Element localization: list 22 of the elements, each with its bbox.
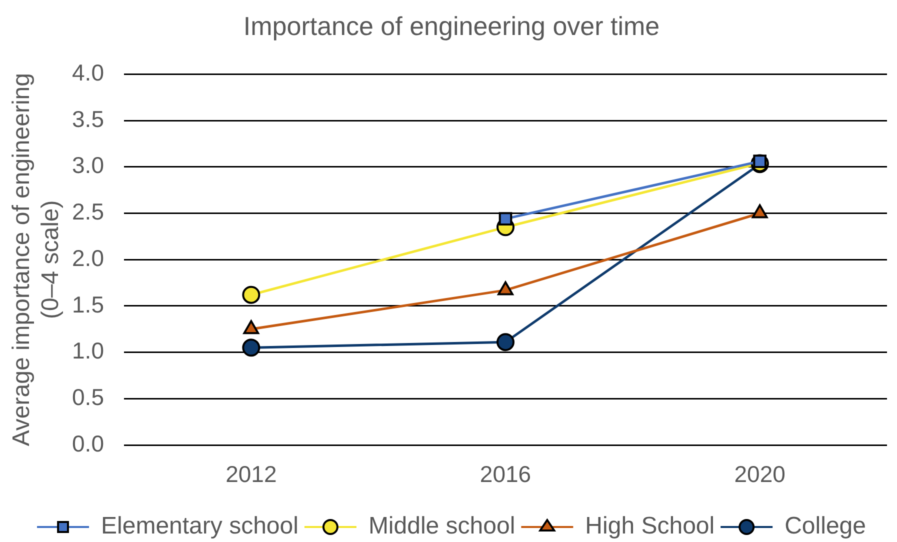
x-tick-label: 2020	[734, 461, 786, 488]
y-tick-label: 4.0	[72, 60, 104, 86]
legend-label: Middle school	[368, 512, 516, 540]
legend-label: High School	[585, 512, 715, 540]
point	[242, 338, 260, 357]
y-tick-label: 3.0	[72, 152, 104, 178]
y-tick-label: 0.0	[72, 430, 104, 456]
y-tick-label: 0.5	[72, 384, 104, 410]
y-tick-label: 2.5	[72, 198, 104, 225]
x-tick-label: 2016	[480, 461, 532, 488]
legend-label: Elementary school	[101, 512, 298, 540]
y-axis-title: Average importance of engineering (0–4 scale)	[8, 73, 64, 446]
chart-title: Importance of engineering over time	[243, 10, 660, 41]
point	[242, 286, 260, 304]
y-tick-label: 1.5	[72, 291, 104, 318]
x-tick-label: 2012	[226, 461, 277, 488]
point	[498, 212, 512, 226]
point	[496, 333, 514, 352]
y-tick-label: 1.0	[72, 338, 104, 364]
y-tick-label: 2.0	[72, 244, 104, 271]
y-tick-label: 3.5	[72, 106, 104, 132]
legend-label: College	[784, 512, 866, 540]
